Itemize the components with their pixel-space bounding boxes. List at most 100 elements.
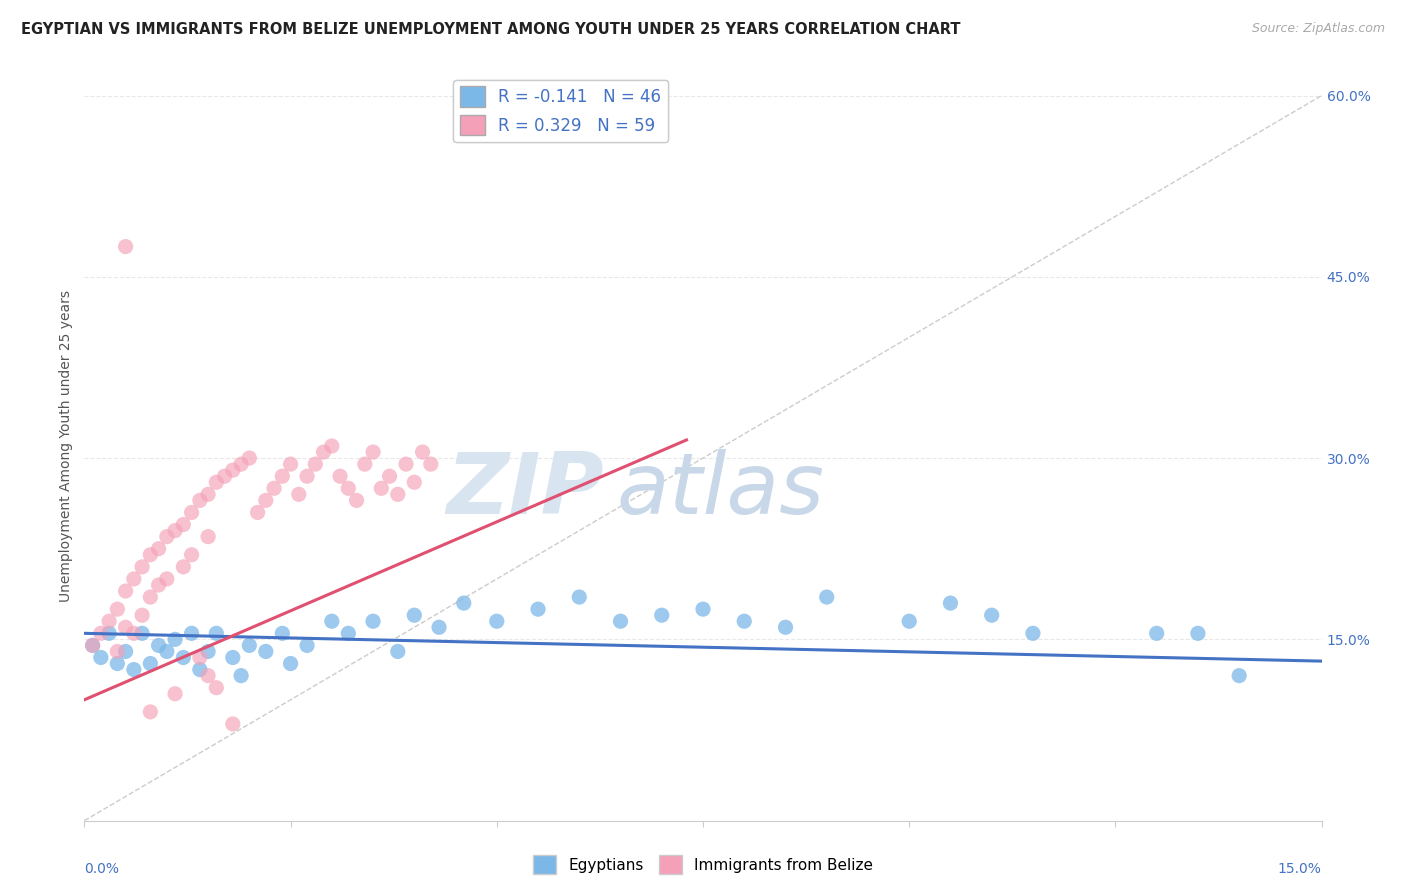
Point (131, 608, 153, 623)
Point (288, 487, 311, 501)
Point (139, 657, 162, 671)
Point (361, 445, 384, 459)
Point (733, 614, 755, 628)
Point (82, 639, 104, 653)
Point (609, 614, 631, 628)
Point (105, 657, 128, 671)
Point (238, 451, 260, 466)
Text: 15.0%: 15.0% (1278, 862, 1322, 876)
Point (205, 626, 228, 640)
Point (815, 590, 838, 604)
Point (263, 481, 285, 495)
Point (304, 457, 326, 471)
Point (337, 626, 360, 640)
Point (419, 457, 441, 471)
Point (180, 626, 202, 640)
Point (254, 644, 277, 658)
Point (148, 541, 170, 556)
Text: Source: ZipAtlas.com: Source: ZipAtlas.com (1251, 22, 1385, 36)
Point (387, 487, 409, 501)
Point (1227, 668, 1250, 682)
Point (214, 469, 236, 483)
Point (205, 475, 228, 490)
Point (188, 663, 211, 677)
Y-axis label: Unemployment Among Youth under 25 years: Unemployment Among Youth under 25 years (59, 290, 73, 602)
Point (114, 620, 136, 634)
Point (1187, 626, 1209, 640)
Text: 0.0%: 0.0% (84, 862, 120, 876)
Text: ZIP: ZIP (446, 450, 605, 533)
Point (197, 487, 219, 501)
Point (222, 463, 245, 477)
Point (114, 239, 136, 253)
Point (197, 530, 219, 544)
Point (527, 602, 550, 616)
Point (404, 475, 426, 490)
Point (361, 614, 384, 628)
Point (346, 493, 368, 508)
Point (188, 493, 211, 508)
Text: atlas: atlas (616, 450, 824, 533)
Point (172, 650, 194, 665)
Point (412, 445, 434, 459)
Point (651, 608, 673, 623)
Point (395, 457, 418, 471)
Point (139, 548, 162, 562)
Point (197, 644, 219, 658)
Point (295, 639, 318, 653)
Point (90, 650, 112, 665)
Point (165, 524, 187, 538)
Point (485, 614, 508, 628)
Point (1022, 626, 1045, 640)
Point (114, 644, 136, 658)
Point (229, 457, 252, 471)
Point (427, 620, 450, 634)
Point (172, 559, 194, 574)
Point (370, 481, 392, 495)
Point (271, 469, 294, 483)
Point (222, 650, 245, 665)
Point (139, 705, 162, 719)
Text: EGYPTIAN VS IMMIGRANTS FROM BELIZE UNEMPLOYMENT AMONG YOUTH UNDER 25 YEARS CORRE: EGYPTIAN VS IMMIGRANTS FROM BELIZE UNEMP… (21, 22, 960, 37)
Point (280, 457, 302, 471)
Legend: Egyptians, Immigrants from Belize: Egyptians, Immigrants from Belize (527, 849, 879, 880)
Point (148, 639, 170, 653)
Point (180, 506, 202, 520)
Point (98, 626, 121, 640)
Point (378, 469, 401, 483)
Point (295, 469, 318, 483)
Point (165, 687, 187, 701)
Point (321, 614, 343, 628)
Point (1146, 626, 1168, 640)
Point (156, 644, 179, 658)
Point (312, 445, 335, 459)
Point (148, 578, 170, 592)
Point (122, 663, 145, 677)
Point (180, 548, 202, 562)
Point (280, 657, 302, 671)
Point (114, 584, 136, 599)
Point (775, 620, 797, 634)
Point (229, 668, 252, 682)
Point (122, 572, 145, 586)
Point (271, 626, 294, 640)
Point (105, 602, 128, 616)
Point (165, 632, 187, 647)
Point (980, 608, 1002, 623)
Point (939, 596, 962, 610)
Point (197, 668, 219, 682)
Point (205, 681, 228, 695)
Point (222, 717, 245, 731)
Point (254, 493, 277, 508)
Point (321, 439, 343, 453)
Point (105, 644, 128, 658)
Point (188, 650, 211, 665)
Point (568, 590, 591, 604)
Point (131, 559, 153, 574)
Point (898, 614, 921, 628)
Point (139, 590, 162, 604)
Point (156, 530, 179, 544)
Point (246, 506, 269, 520)
Point (337, 481, 360, 495)
Point (131, 626, 153, 640)
